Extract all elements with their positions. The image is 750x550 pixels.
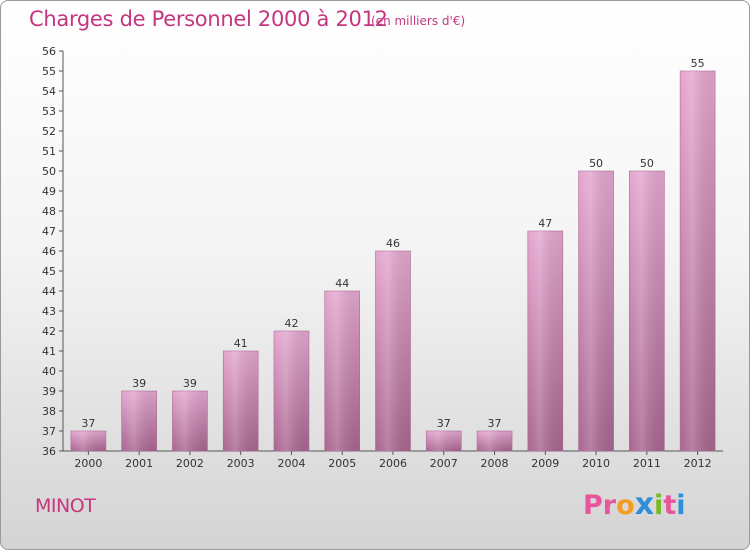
bar-shine — [527, 231, 563, 451]
logo-letter: i — [676, 490, 686, 521]
data-label-2003: 41 — [234, 337, 248, 350]
bar-shine — [426, 431, 462, 451]
data-label-2005: 44 — [335, 277, 349, 290]
bar-shine — [223, 351, 259, 451]
y-tick-label: 40 — [42, 365, 56, 378]
data-label-2004: 42 — [284, 317, 298, 330]
logo-letter: x — [634, 487, 655, 522]
logo-letter: r — [602, 490, 617, 521]
y-tick-label: 49 — [42, 185, 56, 198]
y-tick-label: 46 — [42, 245, 56, 258]
data-label-2012: 55 — [691, 57, 705, 70]
data-label-2009: 47 — [538, 217, 552, 230]
data-label-2006: 46 — [386, 237, 400, 250]
y-tick-label: 52 — [42, 125, 56, 138]
logo-letter: P — [583, 490, 603, 521]
data-label-2001: 39 — [132, 377, 146, 390]
bars — [70, 70, 716, 452]
y-tick-label: 50 — [42, 165, 56, 178]
x-tick-label-2002: 2002 — [176, 457, 204, 470]
data-label-2011: 50 — [640, 157, 654, 170]
x-tick-label-2012: 2012 — [684, 457, 712, 470]
data-label-2008: 37 — [488, 417, 502, 430]
chart-title: Charges de Personnel 2000 à 2012 — [29, 7, 388, 31]
x-tick-label-2005: 2005 — [328, 457, 356, 470]
x-tick-label-2001: 2001 — [125, 457, 153, 470]
y-tick-label: 45 — [42, 265, 56, 278]
x-tick-label-2003: 2003 — [227, 457, 255, 470]
x-tick-label-2009: 2009 — [531, 457, 559, 470]
x-tick-label-2008: 2008 — [481, 457, 509, 470]
logo-letter: t — [663, 490, 677, 521]
y-tick-label: 43 — [42, 305, 56, 318]
y-tick-label: 41 — [42, 345, 56, 358]
y-tick-label: 44 — [42, 285, 56, 298]
data-label-2002: 39 — [183, 377, 197, 390]
bar-shine — [375, 251, 411, 451]
x-tick-label-2006: 2006 — [379, 457, 407, 470]
proxiti-logo: Proxiti — [583, 487, 686, 522]
y-tick-label: 42 — [42, 325, 56, 338]
commune-name: MINOT — [35, 495, 96, 517]
x-tick-label-2000: 2000 — [74, 457, 102, 470]
data-label-2010: 50 — [589, 157, 603, 170]
axes: 36 37 38 39 40 41 42 43 44 45 46 47 48 49 50 51 52 53 54 55… — [42, 45, 723, 470]
y-tick-label: 54 — [42, 85, 56, 98]
y-tick-label: 37 — [42, 425, 56, 438]
bar-shine — [273, 331, 309, 451]
logo-letter: o — [616, 490, 635, 521]
x-tick-label-2010: 2010 — [582, 457, 610, 470]
bar-shine — [172, 391, 208, 451]
y-tick-label: 38 — [42, 405, 56, 418]
data-label-2007: 37 — [437, 417, 451, 430]
bar-shine — [324, 291, 360, 451]
bar-shine — [121, 391, 157, 451]
y-tick-label: 56 — [42, 45, 56, 58]
bar-shine — [680, 71, 716, 451]
logo-letter: i — [654, 490, 664, 521]
y-tick-label: 36 — [42, 445, 56, 458]
y-tick-label: 51 — [42, 145, 56, 158]
x-tick-label-2011: 2011 — [633, 457, 661, 470]
x-tick-label-2007: 2007 — [430, 457, 458, 470]
data-labels: 37 39 39 41 42 44 46 37 37 47 50 50 55 — [81, 57, 704, 430]
y-tick-label: 39 — [42, 385, 56, 398]
y-tick-label: 47 — [42, 225, 56, 238]
bar-shine — [629, 171, 665, 451]
chart-subtitle: (en milliers d'€) — [371, 14, 466, 28]
bar-shine — [70, 431, 106, 451]
y-tick-label: 48 — [42, 205, 56, 218]
y-tick-label: 55 — [42, 65, 56, 78]
bar-shine — [477, 431, 513, 451]
x-tick-label-2004: 2004 — [277, 457, 305, 470]
bar-shine — [578, 171, 614, 451]
y-tick-label: 53 — [42, 105, 56, 118]
data-label-2000: 37 — [81, 417, 95, 430]
